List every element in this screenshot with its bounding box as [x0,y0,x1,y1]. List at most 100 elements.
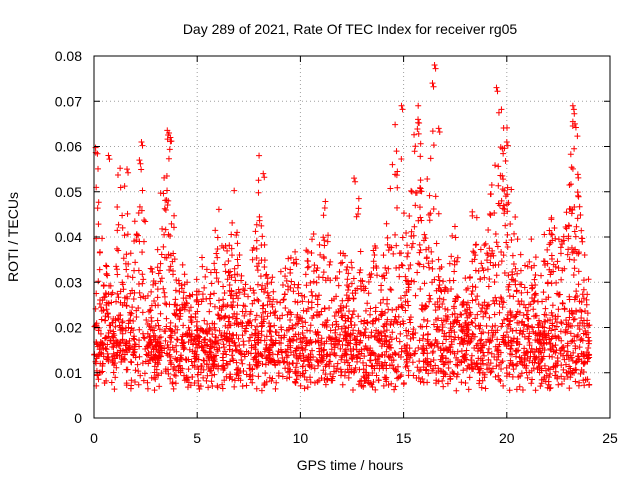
data-point [313,267,320,274]
data-point [261,337,268,344]
data-point [249,372,256,379]
data-point [139,360,146,367]
data-point [314,378,321,385]
data-point [352,178,359,185]
data-point [221,377,228,384]
data-point [342,351,349,358]
data-point [178,282,185,289]
data-point [348,368,355,375]
data-point [149,327,156,334]
data-point [383,365,390,372]
data-point [517,327,524,334]
data-point [114,203,121,210]
data-point [517,358,524,365]
data-point [398,102,405,109]
data-point [573,357,580,364]
data-point [254,267,261,274]
data-point [456,359,463,366]
data-point [157,267,164,274]
data-point [300,352,307,359]
data-point [362,343,369,350]
data-point [269,303,276,310]
data-point [497,144,504,151]
data-point [235,335,242,342]
x-axis-ticks: 0 5 10 15 20 25 [90,56,618,446]
data-point [175,363,182,370]
data-point [123,251,130,258]
data-point [410,372,417,379]
data-point [249,379,256,386]
data-point [298,292,305,299]
data-point [208,378,215,385]
data-point [247,376,254,383]
data-point [506,321,513,328]
data-point [114,227,121,234]
data-point [498,106,505,113]
data-point [183,295,190,302]
data-point [226,375,233,382]
data-point [435,256,442,263]
data-point [310,278,317,285]
data-point [399,106,406,113]
data-point [327,371,334,378]
data-point [572,342,579,349]
data-point [284,369,291,376]
data-point [560,366,567,373]
data-point [362,285,369,292]
data-point [185,356,192,363]
data-point [504,184,511,191]
data-point [480,313,487,320]
data-point [151,387,158,394]
data-point [135,381,142,388]
data-point [321,255,328,262]
data-point [546,353,553,360]
data-point [287,317,294,324]
data-point [436,265,443,272]
data-point [240,338,247,345]
data-point [550,348,557,355]
x-tick-label: 10 [293,430,309,446]
data-point [478,260,485,267]
data-point [282,273,289,280]
data-point [260,302,267,309]
data-point [484,257,491,264]
data-point [343,292,350,299]
data-point [479,377,486,384]
data-point [504,201,511,208]
data-point [253,245,260,252]
data-point [105,314,112,321]
data-point [151,297,158,304]
data-point [417,246,424,253]
data-point [261,257,268,264]
data-point [134,361,141,368]
data-point [411,148,418,155]
data-point [176,288,183,295]
data-point [322,381,329,388]
data-point [196,386,203,393]
data-point [440,296,447,303]
data-point [291,281,298,288]
data-point [504,323,511,330]
data-point [138,166,145,173]
data-point [420,350,427,357]
data-point [145,360,152,367]
x-tick-label: 25 [602,430,618,446]
data-point [327,327,334,334]
data-point [546,266,553,273]
data-point [397,330,404,337]
data-point [384,316,391,323]
data-point [269,351,276,358]
data-point [547,345,554,352]
data-point [245,293,252,300]
data-point [585,340,592,347]
data-point [186,346,193,353]
data-point [435,365,442,372]
data-point [566,181,573,188]
data-point [311,379,318,386]
data-point [349,386,356,393]
data-point [414,126,421,133]
data-point [405,367,412,374]
data-point [270,288,277,295]
data-point [194,363,201,370]
data-point [229,313,236,320]
